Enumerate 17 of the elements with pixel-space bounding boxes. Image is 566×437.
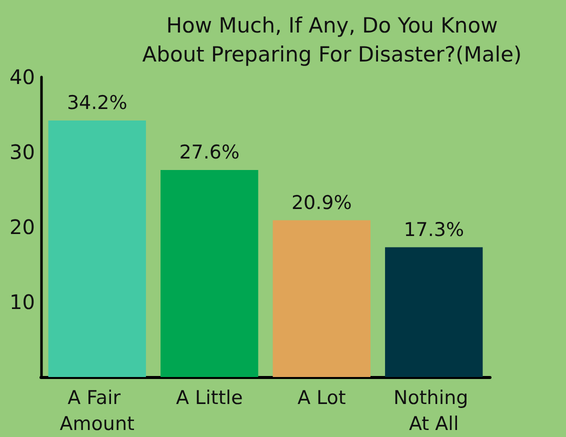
- y-tick-label: 40: [10, 65, 35, 89]
- x-tick-label: A Little: [176, 387, 243, 409]
- bar: [48, 120, 146, 377]
- data-label: 27.6%: [179, 142, 240, 164]
- x-tick-label: A Fair Amount: [60, 387, 134, 435]
- x-tick-label: A Lot: [297, 387, 346, 409]
- data-label: 34.2%: [66, 92, 128, 114]
- data-label: 17.3%: [404, 218, 464, 241]
- y-tick-label: 20: [10, 215, 35, 239]
- chart-title: How Much, If Any, Do You Know About Preparing For Disaster?(Male): [142, 14, 522, 66]
- bar: [385, 247, 483, 377]
- x-tick-label: Nothing At All: [394, 387, 474, 435]
- y-tick-label: 30: [10, 140, 35, 164]
- data-label: 20.9%: [291, 192, 352, 214]
- bar: [160, 170, 258, 377]
- y-tick-label: 10: [10, 290, 35, 314]
- bar: [272, 220, 370, 377]
